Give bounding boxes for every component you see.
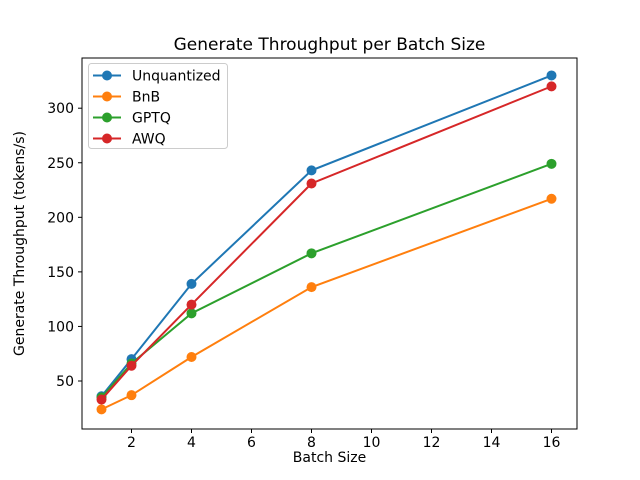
legend-item-unquantized: Unquantized	[93, 69, 221, 85]
chart-title: Generate Throughput per Batch Size	[174, 35, 486, 55]
legend-label: BnB	[132, 90, 160, 106]
legend-label: Unquantized	[132, 69, 221, 85]
y-tick-label: 250	[47, 156, 74, 172]
data-point-bnb	[96, 404, 107, 415]
y-axis-label: Generate Throughput (tokens/s)	[12, 131, 28, 356]
data-point-unquantized	[306, 165, 317, 176]
data-point-awq	[306, 178, 317, 189]
data-point-awq	[186, 299, 197, 310]
x-tick-label: 16	[543, 435, 561, 451]
data-point-unquantized	[546, 70, 557, 81]
data-point-gptq	[306, 248, 317, 259]
x-tick-label: 6	[247, 435, 256, 451]
x-tick-label: 2	[127, 435, 136, 451]
legend: Unquantized BnB GPTQ AWQ	[88, 63, 228, 149]
x-tick-label: 10	[363, 435, 381, 451]
legend-marker-icon	[102, 70, 112, 81]
legend-label: GPTQ	[132, 111, 171, 127]
legend-marker-icon	[102, 133, 112, 144]
y-tick-label: 100	[47, 319, 74, 335]
data-point-bnb	[546, 193, 557, 204]
x-tick-label: 4	[187, 435, 196, 451]
y-tick-label: 150	[47, 265, 74, 281]
data-point-awq	[126, 360, 137, 371]
data-point-bnb	[306, 282, 317, 293]
legend-marker-icon	[102, 112, 112, 123]
legend-item-bnb: BnB	[93, 90, 160, 106]
data-point-gptq	[186, 308, 197, 319]
legend-label: AWQ	[132, 132, 166, 148]
x-tick-label: 8	[307, 435, 316, 451]
x-tick-label: 12	[423, 435, 441, 451]
data-point-unquantized	[186, 278, 197, 289]
y-tick-label: 50	[56, 374, 74, 390]
y-tick-label: 200	[47, 210, 74, 226]
legend-marker-icon	[102, 91, 112, 102]
data-point-bnb	[186, 351, 197, 362]
legend-item-awq: AWQ	[93, 132, 166, 148]
y-tick-label: 300	[47, 101, 74, 117]
data-point-bnb	[126, 390, 137, 401]
x-tick-label: 14	[483, 435, 501, 451]
data-point-gptq	[546, 158, 557, 169]
data-point-awq	[96, 394, 107, 405]
legend-box	[88, 63, 228, 149]
data-point-awq	[546, 81, 557, 92]
x-axis-label: Batch Size	[293, 450, 366, 466]
legend-item-gptq: GPTQ	[93, 111, 171, 127]
